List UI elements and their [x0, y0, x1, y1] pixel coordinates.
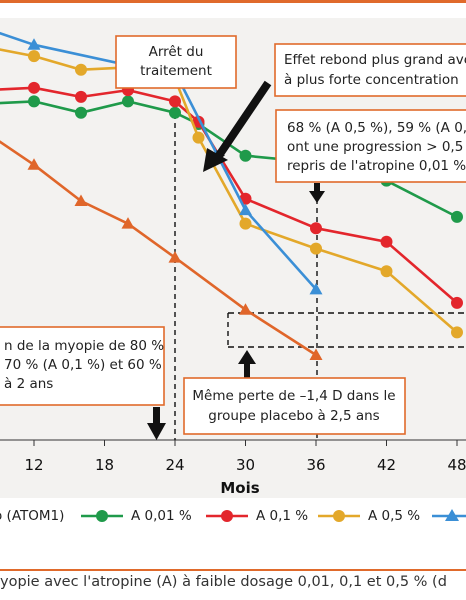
data-point [309, 348, 323, 360]
legend: o (ATOM1) A 0,01 % A 0,1 % A 0,5 % [0, 508, 466, 524]
data-point [239, 203, 252, 216]
rebound-text-2: à plus forte concentration [284, 72, 459, 88]
stop-treatment-text-1: Arrêt du [149, 44, 204, 60]
legend-marker-a001 [96, 510, 108, 522]
percent-box [275, 109, 466, 183]
left-text-1: n de la myopie de 80 % [4, 338, 164, 354]
percent-text-1: 68 % (A 0,5 %), 59 % (A 0,1 %) [287, 120, 466, 136]
x-tick-label: 18 [95, 456, 114, 474]
percent-arrow-head [309, 191, 325, 203]
legend-label-a001: A 0,01 % [131, 508, 192, 524]
data-point [28, 81, 40, 94]
stop-treatment-text-2: traitement [140, 63, 212, 79]
data-point [380, 265, 393, 278]
same-loss-text-2: groupe placebo à 2,5 ans [208, 408, 379, 424]
rebound-arrow [214, 80, 272, 162]
x-tick-label: 24 [165, 456, 184, 474]
x-tick-label: 12 [24, 456, 43, 474]
stop-treatment-box [115, 35, 237, 89]
x-tick-label: 36 [306, 456, 325, 474]
data-point [239, 149, 252, 162]
data-point [192, 131, 205, 144]
data-point [451, 326, 463, 339]
data-point [169, 106, 181, 119]
series-line-0 [0, 140, 317, 357]
legend-label-placebo: o (ATOM1) [0, 508, 64, 524]
data-point [239, 303, 252, 315]
legend-marker-blue [445, 509, 459, 521]
data-point [309, 282, 323, 295]
data-point [75, 106, 87, 119]
legend-marker-a01 [221, 510, 233, 522]
x-axis-title: Mois [220, 479, 259, 497]
data-point [75, 90, 87, 103]
x-tick-label: 42 [377, 456, 396, 474]
legend-marker-a05 [333, 510, 345, 522]
left-text-2: 70 % (A 0,1 %) et 60 % [4, 357, 162, 373]
series-0 [0, 140, 323, 360]
data-point [121, 217, 135, 229]
same-loss-arrow-head [238, 350, 256, 364]
data-point [169, 95, 181, 108]
left-arrow-stem [153, 407, 160, 425]
left-box [0, 326, 165, 406]
data-point [168, 251, 182, 263]
x-tick-label: 30 [236, 456, 255, 474]
percent-arrow-stem [314, 183, 320, 192]
data-point [451, 296, 463, 309]
percent-text-3: repris de l'atropine 0,01 % [287, 158, 466, 174]
data-point [310, 222, 322, 235]
same-loss-text-1: Même perte de –1,4 D dans le [192, 388, 395, 404]
same-loss-box [183, 377, 406, 435]
data-point [27, 38, 41, 50]
data-point [27, 158, 41, 170]
left-arrow-head [147, 423, 166, 440]
data-point [75, 63, 87, 76]
top-accent-bar [0, 0, 466, 3]
rebound-box [274, 43, 466, 97]
data-point [380, 235, 393, 248]
same-loss-arrow-stem [244, 363, 250, 379]
x-tick-label: 48 [447, 456, 466, 474]
data-point [28, 50, 40, 63]
data-point [122, 95, 134, 108]
data-point [239, 217, 252, 230]
legend-label-a05: A 0,5 % [368, 508, 420, 524]
rebound-text-1: Effet rebond plus grand avec la [284, 52, 466, 68]
data-point [451, 210, 463, 223]
legend-label-a01: A 0,1 % [256, 508, 308, 524]
figure-caption: yopie avec l'atropine (A) à faible dosag… [0, 574, 447, 590]
data-point [28, 95, 40, 108]
caption-rule [0, 569, 466, 571]
series-line-3 [0, 48, 458, 334]
rebound-arrow-head [203, 148, 228, 172]
percent-text-2: ont une progression > 0,5 D ; [287, 139, 466, 155]
data-point [74, 194, 88, 207]
left-text-3: à 2 ans [4, 376, 53, 392]
data-point [310, 242, 322, 255]
